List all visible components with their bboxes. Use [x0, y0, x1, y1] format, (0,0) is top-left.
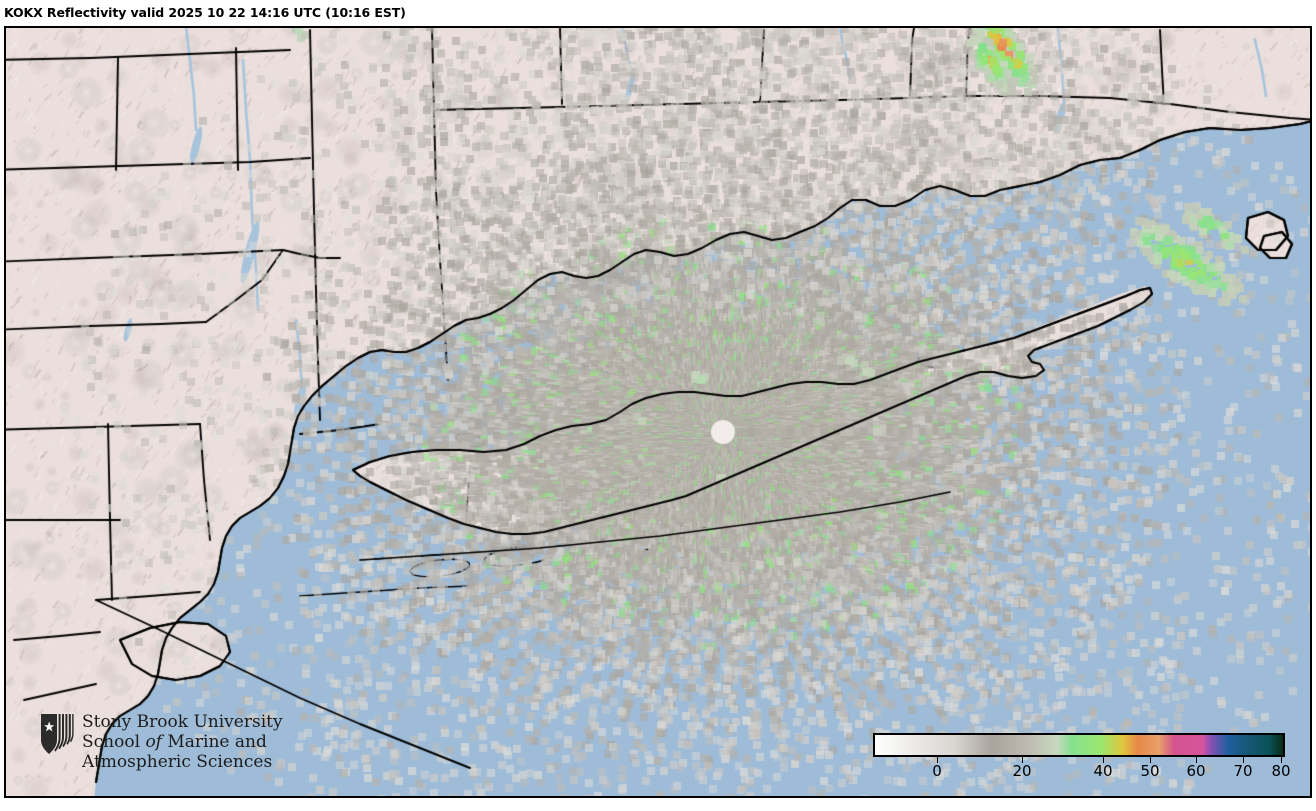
page-title: KOKX Reflectivity valid 2025 10 22 14:16…: [4, 5, 406, 20]
radar-map-canvas[interactable]: [6, 28, 1310, 796]
map-frame[interactable]: [4, 26, 1312, 798]
